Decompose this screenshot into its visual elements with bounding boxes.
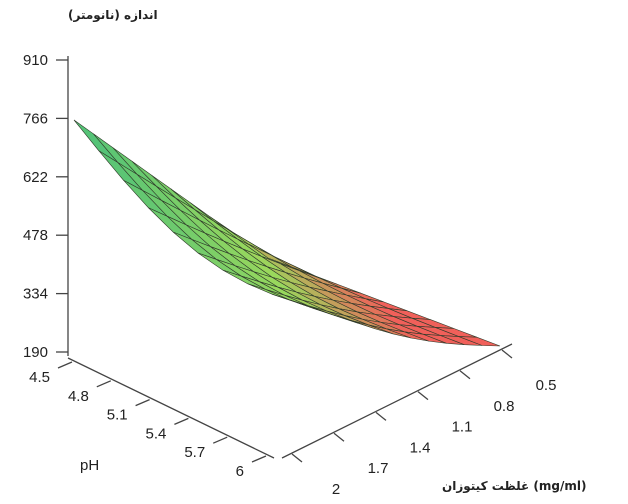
ph-axis-title: pH <box>80 457 99 474</box>
chitosan-tick-mark <box>459 370 471 380</box>
ph-tick-mark <box>96 380 112 388</box>
chitosan-tick-label: 1.1 <box>452 419 473 436</box>
ph-tick-label: 4.5 <box>29 369 50 386</box>
z-tick-label: 478 <box>23 227 48 244</box>
ph-tick-label: 4.8 <box>68 388 89 405</box>
surface-facet <box>458 336 501 347</box>
ph-axis: 4.5 4.8 5.1 5.4 5.7 6 pH <box>29 357 275 480</box>
ph-tick-label: 5.1 <box>107 407 128 424</box>
surface-facet <box>73 119 119 163</box>
chitosan-tick-label: 1.4 <box>410 439 431 456</box>
ph-tick-mark <box>212 436 228 444</box>
chitosan-tick-mark <box>417 391 429 401</box>
chitosan-tick-label: 2 <box>332 481 340 498</box>
ph-tick-mark <box>251 455 267 463</box>
z-tick-label: 766 <box>23 110 48 127</box>
z-tick-label: 622 <box>23 169 48 186</box>
chitosan-tick-mark <box>501 349 513 359</box>
chitosan-tick-label: 0.5 <box>536 377 557 394</box>
z-tick-label: 910 <box>23 52 48 69</box>
ph-tick-mark <box>135 399 150 407</box>
chitosan-tick-mark <box>291 453 303 463</box>
chitosan-tick-mark <box>375 411 387 421</box>
ph-tick-mark <box>174 417 189 425</box>
z-axis-title: اندازه (نانومتر) <box>68 8 158 23</box>
chitosan-tick-mark <box>333 432 345 442</box>
ph-tick-mark <box>57 361 73 369</box>
z-tick-label: 334 <box>23 286 48 303</box>
surface-mesh <box>73 119 501 347</box>
ph-tick-label: 5.4 <box>146 425 167 442</box>
chitosan-axis: 0.5 0.8 1.1 1.4 1.7 2 غلظت کیتوزان (mg/ml) <box>281 343 586 498</box>
z-axis: 910 766 622 478 334 190 <box>23 52 69 361</box>
chitosan-axis-title: غلظت کیتوزان (mg/ml) <box>442 479 586 494</box>
ph-tick-label: 5.7 <box>184 444 205 461</box>
chitosan-tick-label: 0.8 <box>494 398 515 415</box>
z-tick-label: 190 <box>23 344 48 361</box>
chitosan-tick-label: 1.7 <box>368 460 389 477</box>
ph-tick-label: 6 <box>236 463 244 480</box>
